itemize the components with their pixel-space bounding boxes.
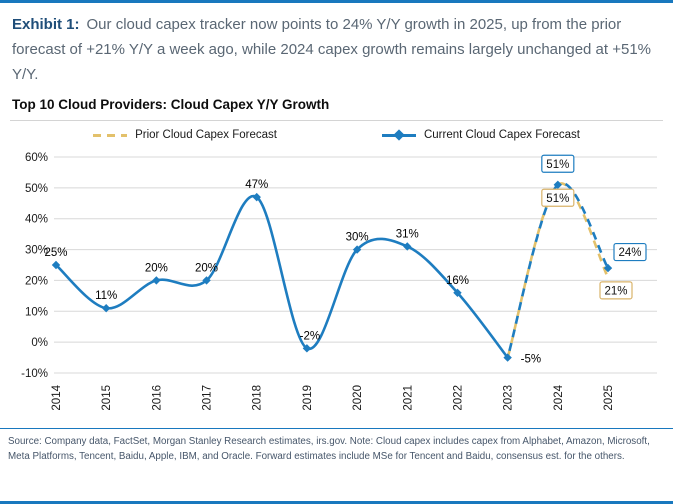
forecast-label-box [599,281,633,300]
data-label: 25% [44,247,67,259]
data-label: 20% [195,262,218,274]
data-label: -5% [521,354,541,366]
y-tick-label: 40% [25,214,48,226]
exhibit-caption: Exhibit 1: Our cloud capex tracker now po… [0,3,673,87]
exhibit-text: Our cloud capex tracker now points to 24… [12,16,652,83]
x-tick-label: 2025 [603,385,615,411]
legend-item-current: Current Cloud Capex Forecast [381,128,580,141]
x-tick-label: 2014 [51,384,63,410]
y-tick-label: 30% [25,245,48,257]
y-tick-label: 20% [25,275,48,287]
exhibit-label: Exhibit 1: [12,16,80,33]
legend-label-current: Current Cloud Capex Forecast [423,129,580,141]
data-label: -2% [300,330,320,342]
prior-dashed-line-swatch [93,133,128,137]
top-border-rule [0,0,673,3]
legend-item-prior: Prior Cloud Capex Forecast [93,129,277,141]
point-marker-diamond [553,180,563,189]
point-marker-diamond [51,260,61,270]
data-label: 11% [95,290,117,302]
x-tick-label: 2017 [202,385,214,411]
footer-divider-rule [0,428,673,429]
forecast-label-box [541,188,575,207]
x-tick-label: 2015 [101,385,113,411]
y-tick-label: 60% [25,152,48,164]
series-current-dashed-line [506,181,610,358]
x-tick-label: 2018 [252,385,264,411]
point-marker-diamond [352,245,362,254]
y-tick-label: 50% [25,183,48,195]
y-tick-label: 10% [25,306,48,318]
series-current-solid-line [55,194,509,359]
forecast-label: 24% [618,247,641,259]
point-marker-diamond [403,242,412,251]
point-marker-diamond [202,276,211,285]
data-label: 30% [346,232,369,244]
x-tick-label: 2020 [352,385,364,411]
data-label: 16% [446,275,469,287]
forecast-label-box [541,154,575,173]
chart-svg: 60% 50% 40% 30% 20% 10% 0% -10%2014 2015 2016 2017… [21,152,657,411]
y-tick-label: 0% [31,337,48,349]
point-marker-diamond [603,263,613,273]
data-label: 20% [145,262,168,274]
point-marker-diamond [453,288,462,297]
forecast-label: 51% [546,193,569,205]
point-marker-diamond [302,344,312,353]
point-marker-diamond [503,353,512,362]
series-prior-dashed-line [506,182,610,358]
point-marker-diamond [101,304,111,313]
bottom-border-rule [0,501,673,504]
x-tick-label: 2019 [302,385,314,411]
data-label: 31% [396,228,419,240]
current-line-swatch [381,128,416,141]
x-tick-label: 2021 [402,385,414,411]
x-tick-label: 2024 [553,384,565,410]
point-marker-diamond [152,276,161,285]
x-tick-label: 2022 [452,385,464,411]
chart-legend: Prior Cloud Capex Forecast Current Cloud… [10,120,663,141]
forecast-label: 21% [604,285,627,297]
source-note: Source: Company data, FactSet, Morgan St… [8,436,650,462]
legend-label-prior: Prior Cloud Capex Forecast [135,129,277,141]
chart-title: Top 10 Cloud Providers: Cloud Capex Y/Y … [12,97,330,112]
y-tick-label: -10% [21,368,48,380]
data-label: 47% [245,179,268,191]
diamond-marker-icon [393,128,405,141]
x-tick-label: 2016 [151,385,163,411]
forecast-label-box [613,242,647,262]
x-tick-label: 2023 [503,385,515,411]
forecast-label: 51% [546,159,569,171]
